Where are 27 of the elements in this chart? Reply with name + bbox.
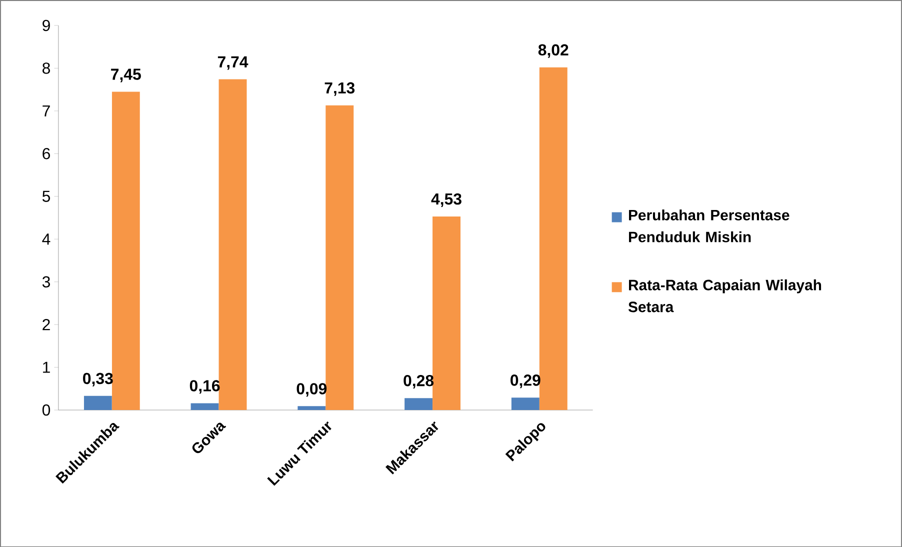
bar — [432, 216, 460, 410]
bar — [112, 92, 140, 410]
bar — [326, 105, 354, 410]
data-label: 7,74 — [218, 56, 248, 70]
data-label: 7,45 — [111, 68, 141, 82]
y-tick-label: 9 — [42, 20, 50, 31]
bar — [539, 67, 568, 410]
bar — [84, 396, 112, 410]
bar — [190, 403, 219, 410]
y-tick-label: 4 — [42, 233, 50, 244]
y-tick-label: 3 — [42, 276, 50, 288]
data-label: 4,53 — [431, 193, 462, 207]
bar — [404, 398, 433, 410]
y-tick-label: 6 — [42, 148, 50, 160]
y-tick-label: 0 — [42, 404, 50, 416]
bar — [511, 397, 540, 410]
bar — [218, 79, 247, 410]
y-tick-label: 2 — [42, 318, 50, 330]
data-label: 7,13 — [324, 82, 355, 96]
data-label: 8,02 — [538, 44, 568, 58]
y-tick-label: 8 — [42, 62, 50, 74]
legend-label: Perubahan Persentase Penduduk Miskin — [629, 209, 790, 242]
y-tick-label: 7 — [42, 105, 50, 116]
legend-label: Rata-Rata Capaian Wilayah Setara — [628, 279, 822, 312]
y-tick-label: 5 — [42, 190, 50, 202]
y-tick-label: 1 — [43, 362, 50, 373]
bar — [298, 406, 326, 410]
